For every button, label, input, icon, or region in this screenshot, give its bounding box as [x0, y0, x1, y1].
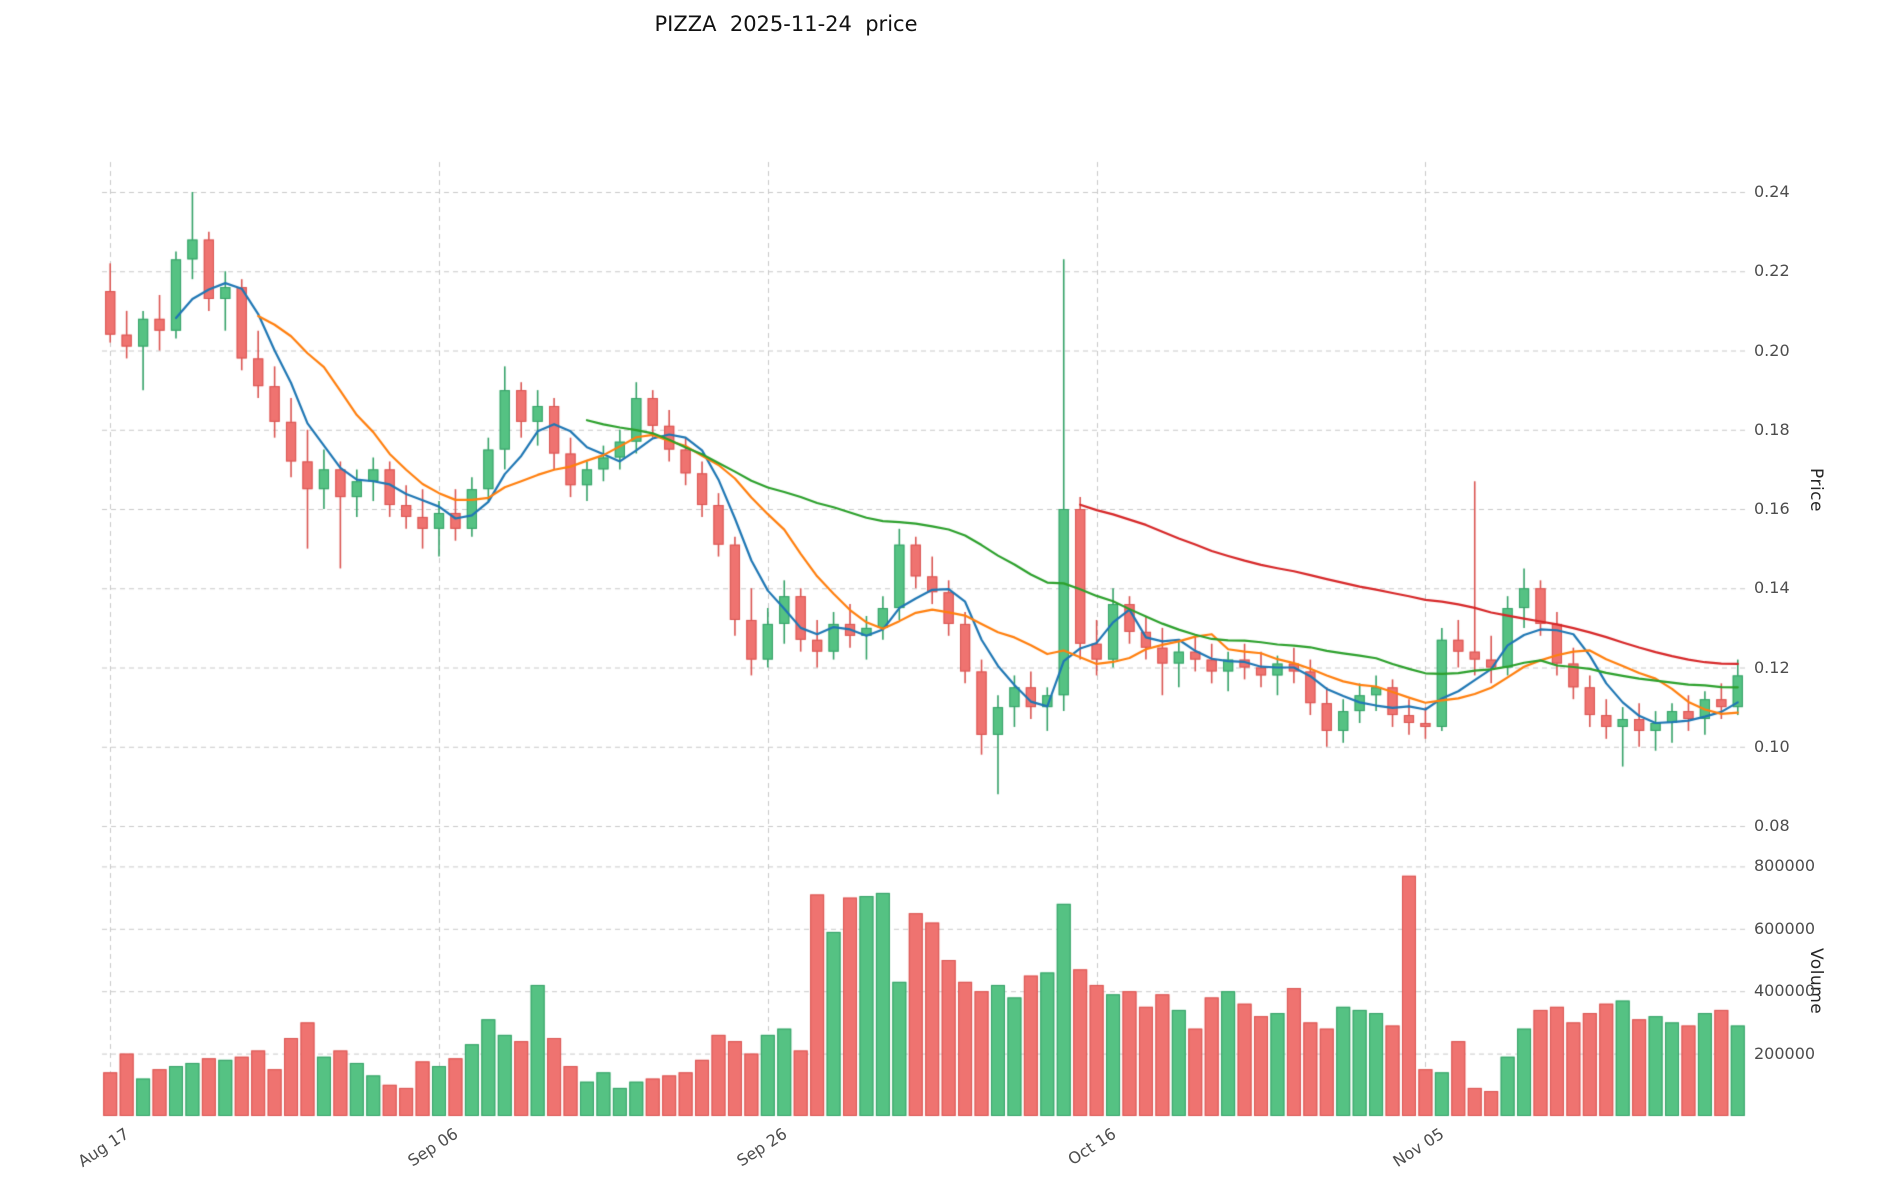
price-tick-label: 0.16	[1754, 499, 1790, 518]
price-tick-label: 0.14	[1754, 578, 1790, 598]
price-axis-label: Price	[1806, 468, 1826, 512]
price-tick-label: 0.18	[1754, 419, 1790, 439]
volume-tick-label: 400000	[1754, 981, 1816, 1001]
volume-tick-label: 200000	[1754, 1043, 1816, 1063]
price-tick-label: 0.12	[1754, 657, 1790, 677]
price-tick-label: 0.08	[1754, 816, 1790, 835]
price-tick-label: 0.10	[1754, 736, 1790, 756]
volume-axis-label: Volume	[1806, 948, 1826, 1015]
price-tick-label: 0.22	[1754, 261, 1790, 281]
chart-title: PIZZA 2025-11-24 price	[654, 12, 918, 36]
price-tick-label: 0.24	[1754, 182, 1790, 201]
volume-tick-label: 600000	[1754, 918, 1816, 938]
volume-tick-label: 800000	[1754, 856, 1816, 876]
price-tick-label: 0.20	[1754, 340, 1790, 360]
